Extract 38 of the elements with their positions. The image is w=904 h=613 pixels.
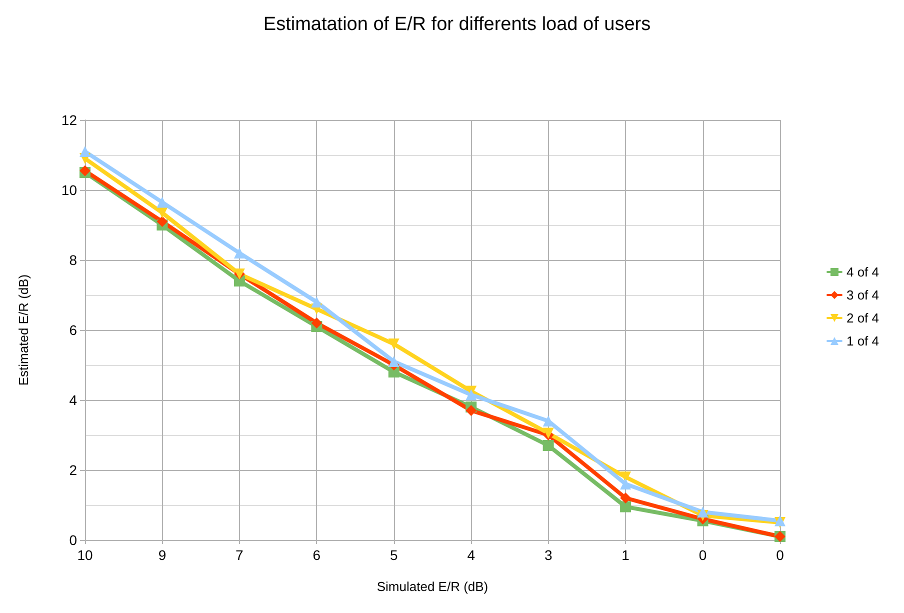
point xyxy=(311,296,322,308)
legend-label: 3 of 4 xyxy=(846,288,880,302)
x-tick-label: 0 xyxy=(776,547,784,563)
y-tick-label: 12 xyxy=(61,112,78,128)
legend-label: 1 of 4 xyxy=(846,334,880,348)
x-tick-label: 4 xyxy=(467,547,476,563)
x-tick-label: 6 xyxy=(312,547,321,563)
x-tick-label: 5 xyxy=(390,547,398,563)
x-tick-label: 7 xyxy=(236,547,244,563)
y-tick-label: 4 xyxy=(69,392,78,408)
point xyxy=(620,492,632,504)
x-tick-label: 3 xyxy=(544,547,552,563)
point xyxy=(466,405,477,416)
y-tick-label: 8 xyxy=(69,252,78,268)
x-tick-label: 1 xyxy=(622,547,630,563)
chart-title: Estimatation of E/R for differents load of users xyxy=(263,14,651,35)
point xyxy=(156,196,168,208)
point xyxy=(697,506,708,518)
x-tick-label: 0 xyxy=(698,547,707,563)
point xyxy=(466,389,477,400)
y-tick-label: 6 xyxy=(69,322,78,338)
y-tick-label: 2 xyxy=(69,462,78,478)
point xyxy=(311,318,322,328)
legend-label: 4 of 4 xyxy=(846,264,880,280)
point xyxy=(620,478,632,490)
y-tick-label: 10 xyxy=(61,182,78,198)
point xyxy=(234,248,245,258)
point xyxy=(80,146,90,157)
point xyxy=(542,440,554,451)
y-axis-title: Estimated E/R (dB) xyxy=(16,274,31,386)
point xyxy=(156,216,168,227)
point xyxy=(388,338,400,350)
y-tick-label: 0 xyxy=(69,532,78,548)
point xyxy=(620,501,632,512)
x-axis-title: Simulated E/R (dB) xyxy=(376,579,488,594)
x-tick-label: 9 xyxy=(158,547,166,563)
point xyxy=(388,356,400,367)
legend-label: 2 of 4 xyxy=(846,310,880,326)
